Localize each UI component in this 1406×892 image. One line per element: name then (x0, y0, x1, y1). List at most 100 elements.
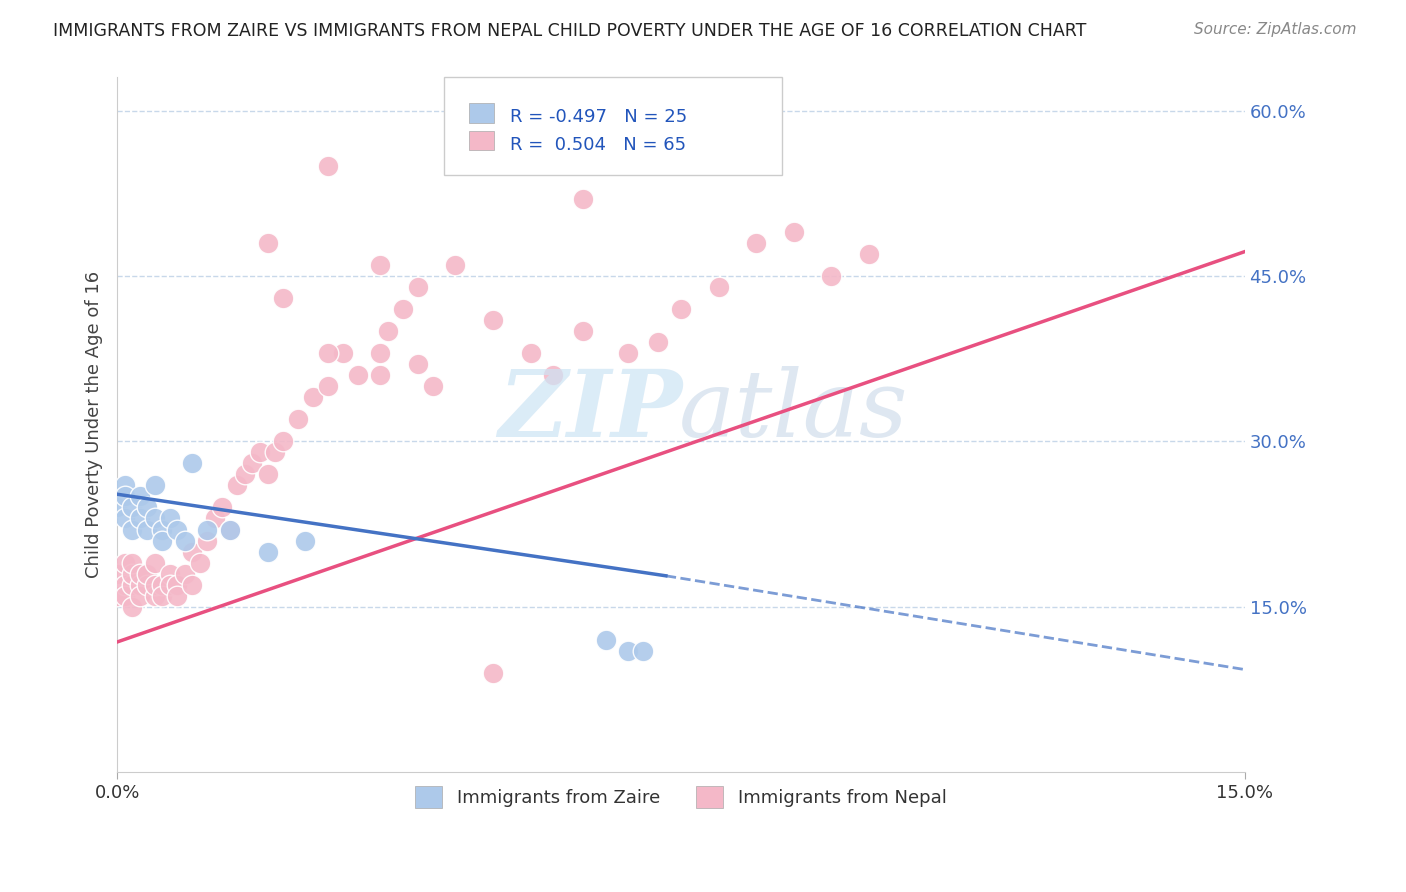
Point (121, 556, 143, 570)
Text: R =  0.504   N = 65: R = 0.504 N = 65 (509, 136, 686, 153)
FancyBboxPatch shape (444, 78, 782, 175)
Point (572, 324, 595, 338)
Point (256, 235, 278, 250)
Point (136, 577, 159, 591)
Text: atlas: atlas (679, 366, 908, 456)
Point (128, 511, 150, 525)
Point (150, 523, 173, 537)
Point (617, 346, 640, 360)
Point (211, 500, 233, 515)
Point (143, 478, 166, 492)
Point (114, 577, 136, 591)
Point (166, 589, 188, 603)
Point (482, 313, 505, 327)
Point (143, 511, 166, 525)
Point (264, 445, 287, 459)
Point (143, 577, 166, 591)
Point (745, 235, 768, 250)
Point (173, 566, 195, 581)
Point (707, 280, 730, 294)
Point (159, 577, 181, 591)
Point (669, 301, 692, 316)
Point (114, 478, 136, 492)
Point (482, 665, 505, 680)
Point (519, 346, 541, 360)
Point (121, 500, 143, 515)
Point (541, 368, 564, 383)
Point (121, 523, 143, 537)
Point (166, 523, 188, 537)
Point (105, 589, 128, 603)
Point (136, 523, 159, 537)
Y-axis label: Child Poverty Under the Age of 16: Child Poverty Under the Age of 16 (86, 271, 103, 578)
Text: Source: ZipAtlas.com: Source: ZipAtlas.com (1194, 22, 1357, 37)
Point (444, 258, 467, 272)
Point (197, 523, 219, 537)
Point (633, 644, 655, 658)
Point (572, 192, 595, 206)
Point (226, 478, 249, 492)
Point (595, 632, 617, 647)
Point (406, 280, 429, 294)
Point (422, 379, 444, 393)
Point (105, 500, 128, 515)
FancyBboxPatch shape (470, 103, 494, 122)
Point (271, 291, 294, 305)
Point (181, 456, 204, 470)
Text: R = -0.497   N = 25: R = -0.497 N = 25 (509, 108, 686, 126)
Point (368, 368, 391, 383)
Point (782, 225, 804, 239)
Point (219, 523, 242, 537)
Point (181, 577, 204, 591)
Point (114, 511, 136, 525)
Legend: Immigrants from Zaire, Immigrants from Nepal: Immigrants from Zaire, Immigrants from N… (408, 779, 953, 815)
Point (114, 490, 136, 504)
Point (287, 412, 309, 426)
Point (181, 544, 204, 558)
Point (159, 511, 181, 525)
Point (136, 566, 159, 581)
Point (301, 390, 323, 404)
Point (114, 589, 136, 603)
Point (105, 566, 128, 581)
Point (143, 589, 166, 603)
Point (242, 456, 264, 470)
Point (332, 346, 354, 360)
Point (316, 346, 339, 360)
Point (173, 533, 195, 548)
Point (406, 357, 429, 371)
Point (143, 556, 166, 570)
Point (204, 511, 226, 525)
Point (368, 258, 391, 272)
Point (121, 599, 143, 614)
Point (346, 368, 368, 383)
Point (316, 159, 339, 173)
Point (271, 434, 294, 449)
Point (128, 566, 150, 581)
Point (368, 346, 391, 360)
Point (128, 577, 150, 591)
Point (128, 490, 150, 504)
Point (166, 577, 188, 591)
Point (617, 644, 640, 658)
Text: IMMIGRANTS FROM ZAIRE VS IMMIGRANTS FROM NEPAL CHILD POVERTY UNDER THE AGE OF 16: IMMIGRANTS FROM ZAIRE VS IMMIGRANTS FROM… (53, 22, 1087, 40)
Point (647, 334, 669, 349)
Point (159, 566, 181, 581)
Point (150, 589, 173, 603)
Point (820, 268, 842, 283)
Point (858, 247, 880, 261)
Point (121, 577, 143, 591)
Point (294, 533, 316, 548)
Point (256, 467, 278, 482)
Point (121, 566, 143, 581)
Point (391, 301, 413, 316)
Point (316, 379, 339, 393)
Point (197, 533, 219, 548)
Point (377, 324, 399, 338)
Point (249, 445, 271, 459)
Point (114, 556, 136, 570)
Point (150, 577, 173, 591)
Text: ZIP: ZIP (499, 366, 683, 456)
Point (188, 556, 211, 570)
Point (219, 523, 242, 537)
